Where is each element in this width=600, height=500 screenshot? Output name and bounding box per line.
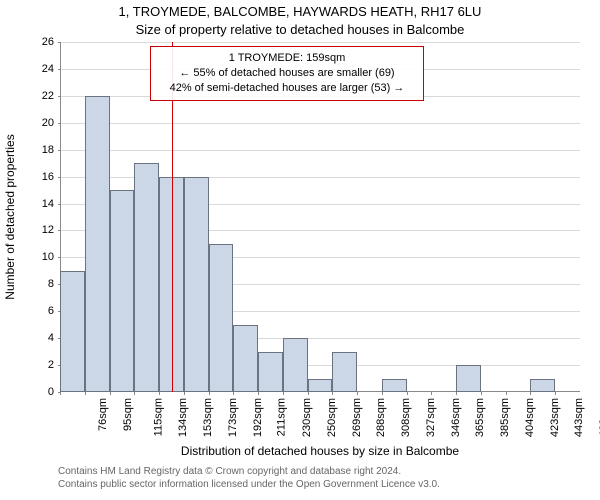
bar [184, 177, 209, 392]
x-tick-mark [431, 392, 432, 395]
bar [283, 338, 308, 392]
y-tick-label: 0 [48, 386, 54, 398]
x-tick-mark [209, 392, 210, 395]
x-tick-label: 250sqm [326, 398, 338, 437]
x-tick-mark [159, 392, 160, 395]
x-tick-label: 173sqm [227, 398, 239, 437]
plot-area: 1 TROYMEDE: 159sqm ← 55% of detached hou… [60, 42, 580, 392]
x-tick-label: 308sqm [400, 398, 412, 437]
annotation-line-1: 1 TROYMEDE: 159sqm [157, 51, 417, 66]
attribution: Contains HM Land Registry data © Crown c… [58, 466, 440, 491]
attribution-line-1: Contains HM Land Registry data © Crown c… [58, 466, 440, 479]
x-tick-mark [85, 392, 86, 395]
x-tick-label: 365sqm [475, 398, 487, 437]
bar [60, 271, 85, 392]
annotation-box: 1 TROYMEDE: 159sqm ← 55% of detached hou… [150, 46, 424, 101]
x-axis-ticks: 76sqm 95sqm 115sqm 134sqm 153sqm 173sqm 192sqm… [60, 392, 580, 452]
x-tick-mark [506, 392, 507, 395]
x-tick-mark [283, 392, 284, 395]
bar [258, 352, 283, 392]
x-tick-label: 153sqm [202, 398, 214, 437]
x-tick-label: 230sqm [301, 398, 313, 437]
y-axis-ticks: 02468101214161820222426 [0, 42, 58, 392]
bar [332, 352, 357, 392]
x-tick-label: 288sqm [376, 398, 388, 437]
title-line-2: Size of property relative to detached ho… [0, 22, 600, 37]
y-tick-label: 24 [42, 63, 54, 75]
bar [209, 244, 234, 392]
x-tick-label: 327sqm [425, 398, 437, 437]
annotation-line-2: ← 55% of detached houses are smaller (69… [157, 66, 417, 81]
y-tick-label: 12 [42, 224, 54, 236]
x-tick-label: 385sqm [499, 398, 511, 437]
x-tick-mark [134, 392, 135, 395]
x-tick-mark [456, 392, 457, 395]
x-tick-label: 115sqm [152, 398, 164, 436]
x-tick-label: 134sqm [177, 398, 189, 437]
y-tick-label: 4 [48, 332, 54, 344]
x-tick-label: 192sqm [252, 398, 264, 437]
y-tick-label: 22 [42, 90, 54, 102]
x-tick-mark [481, 392, 482, 395]
x-tick-mark [555, 392, 556, 395]
x-tick-mark [407, 392, 408, 395]
x-tick-mark [110, 392, 111, 395]
x-tick-label: 443sqm [574, 398, 586, 437]
y-tick-label: 16 [42, 171, 54, 183]
x-tick-mark [233, 392, 234, 395]
y-tick-label: 2 [48, 359, 54, 371]
y-tick-label: 20 [42, 117, 54, 129]
x-tick-label: 211sqm [276, 398, 288, 436]
annotation-line-3: 42% of semi-detached houses are larger (… [157, 81, 417, 96]
x-tick-mark [60, 392, 61, 395]
title-line-1: 1, TROYMEDE, BALCOMBE, HAYWARDS HEATH, R… [0, 4, 600, 19]
bar [110, 190, 135, 392]
bar [456, 365, 481, 392]
x-tick-mark [308, 392, 309, 395]
y-tick-label: 18 [42, 144, 54, 156]
x-tick-mark [357, 392, 358, 395]
x-tick-label: 95sqm [122, 398, 134, 431]
x-tick-label: 404sqm [524, 398, 536, 437]
chart-container: 1, TROYMEDE, BALCOMBE, HAYWARDS HEATH, R… [0, 0, 600, 500]
y-tick-label: 8 [48, 278, 54, 290]
y-tick-label: 14 [42, 198, 54, 210]
bar [382, 379, 407, 392]
x-tick-mark [258, 392, 259, 395]
y-tick-label: 26 [42, 36, 54, 48]
bar [85, 96, 110, 392]
bar [233, 325, 258, 392]
attribution-line-2: Contains public sector information licen… [58, 479, 440, 492]
x-axis-label: Distribution of detached houses by size … [60, 444, 580, 458]
x-tick-mark [332, 392, 333, 395]
x-tick-label: 423sqm [549, 398, 561, 437]
bar [134, 163, 159, 392]
x-tick-mark [530, 392, 531, 395]
x-tick-mark [184, 392, 185, 395]
x-tick-label: 76sqm [97, 398, 109, 431]
bar [530, 379, 555, 392]
y-tick-label: 10 [42, 251, 54, 263]
x-tick-label: 346sqm [450, 398, 462, 437]
x-tick-mark [382, 392, 383, 395]
y-tick-label: 6 [48, 305, 54, 317]
bar [308, 379, 333, 392]
x-tick-label: 269sqm [351, 398, 363, 437]
